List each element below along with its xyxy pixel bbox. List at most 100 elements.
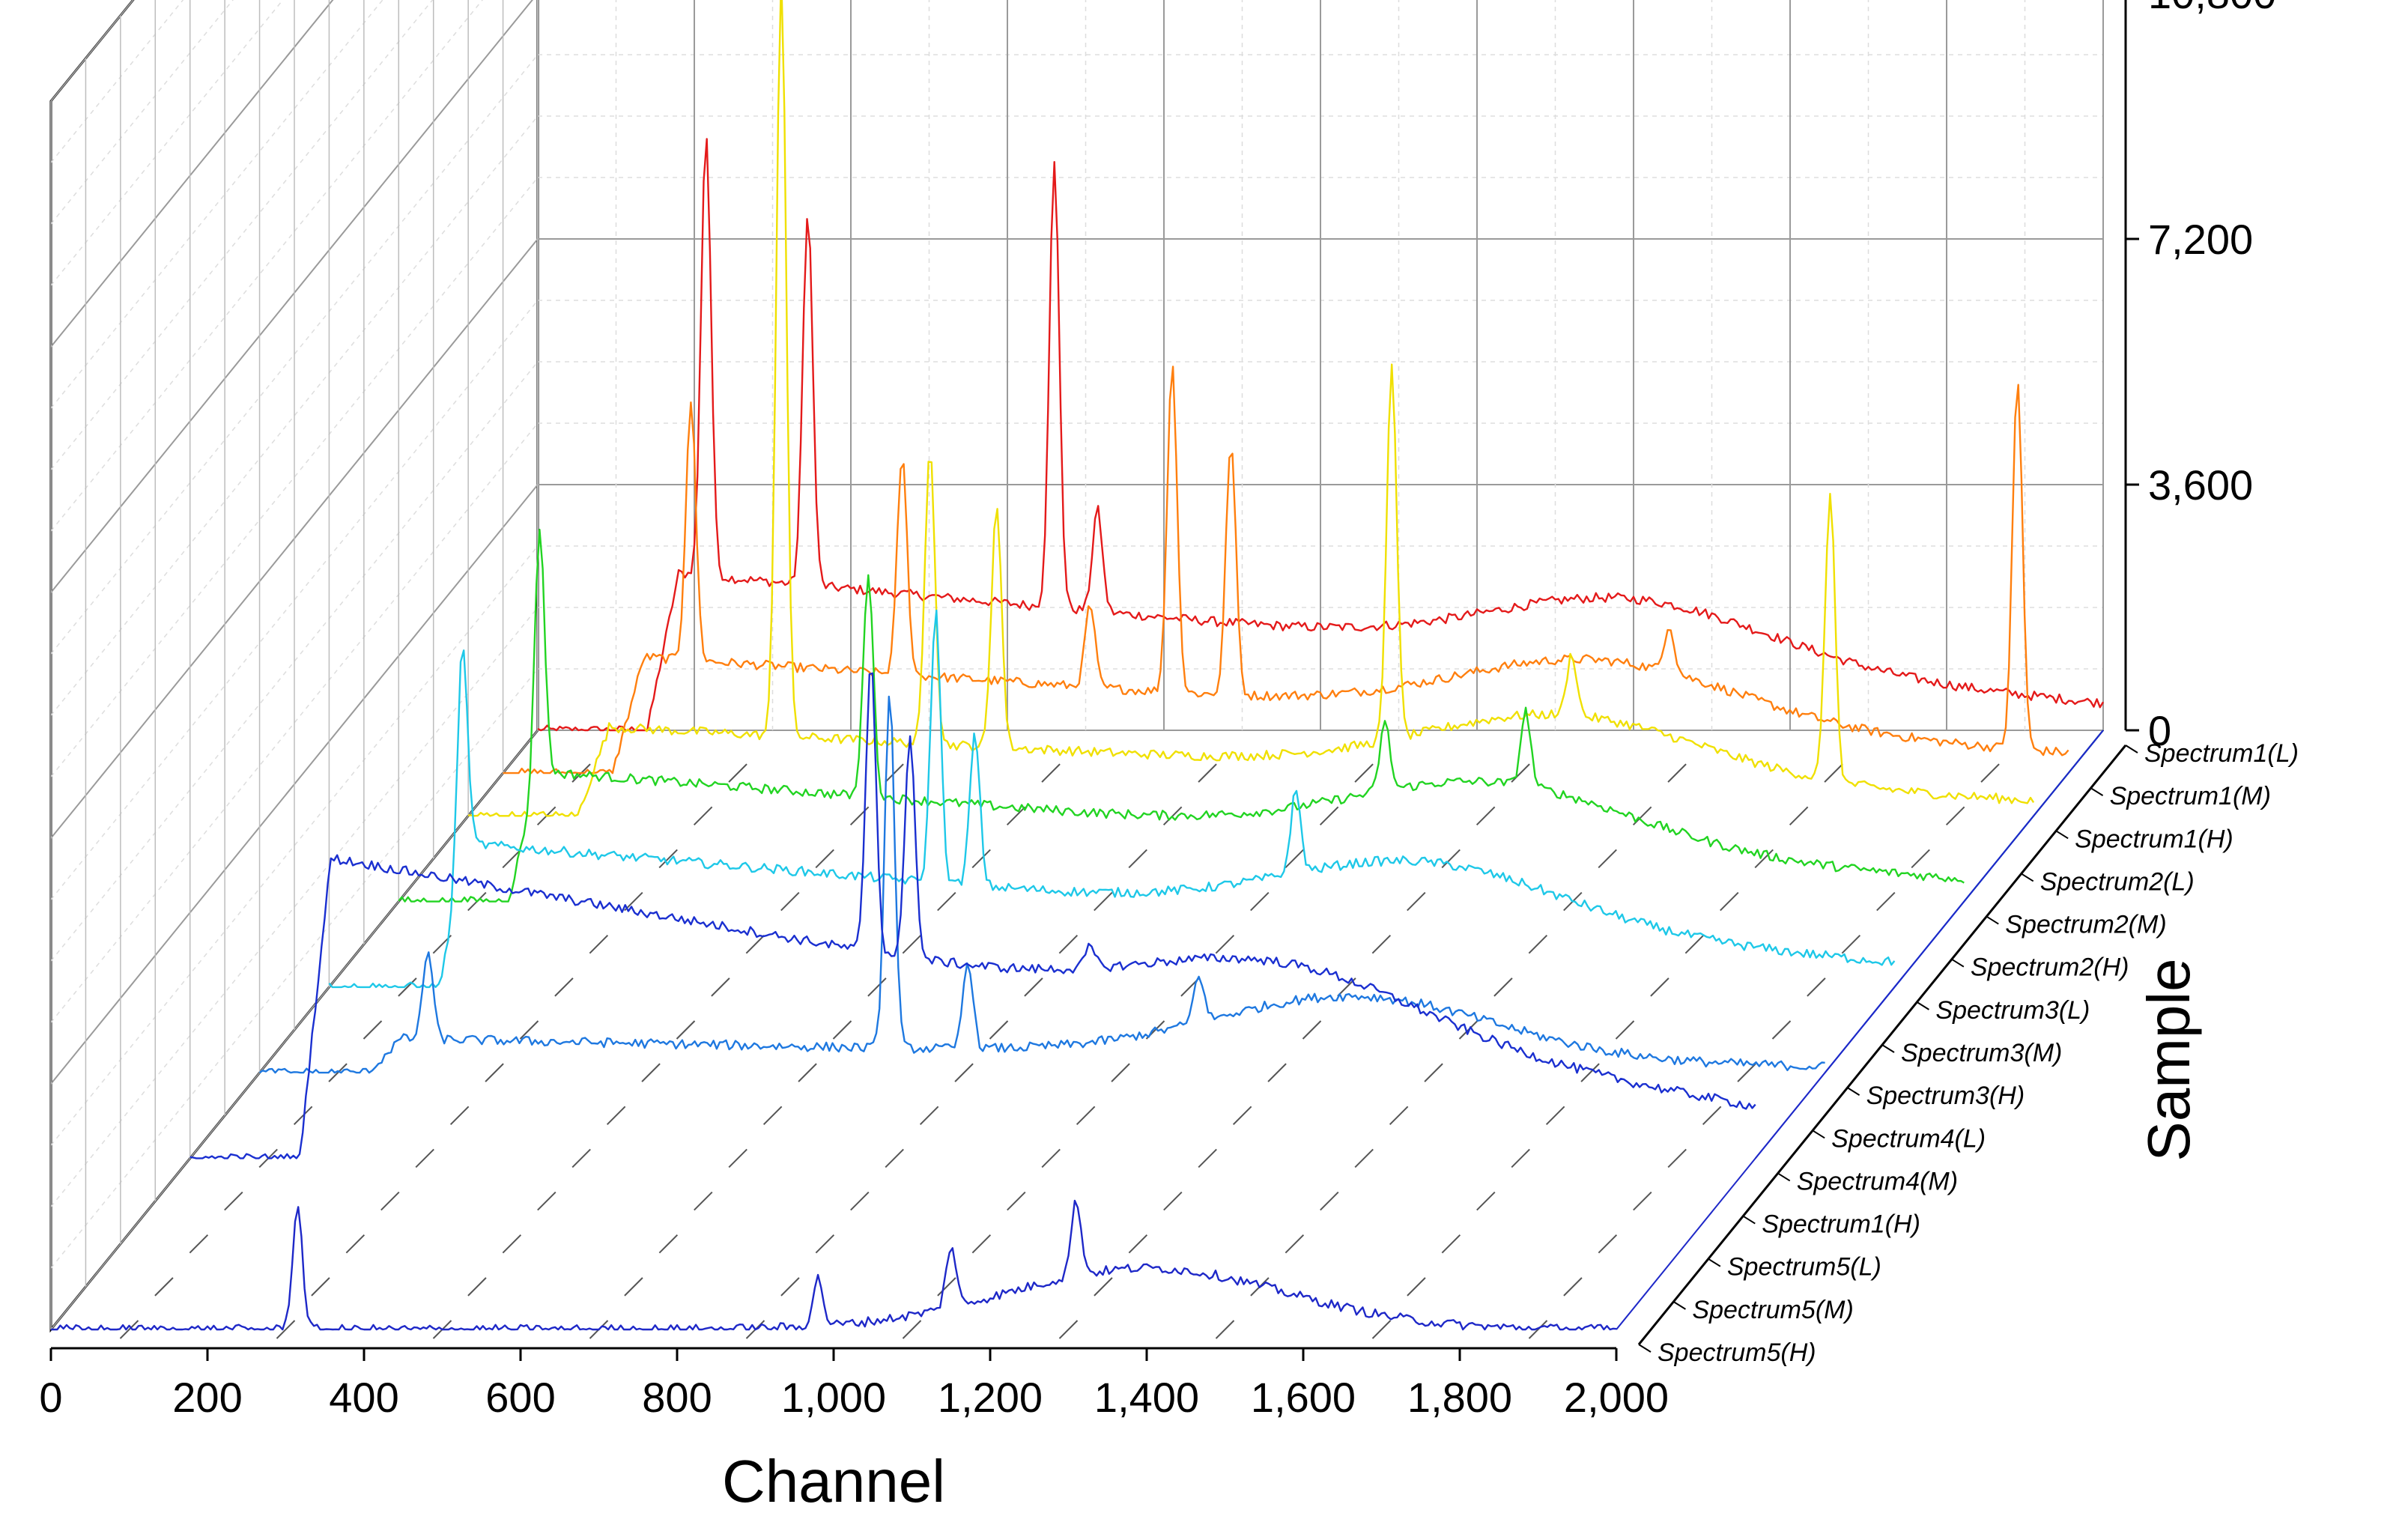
floor-tick xyxy=(745,935,765,954)
floor-tick xyxy=(119,1320,139,1339)
x-tick-label: 1,800 xyxy=(1407,1374,1512,1421)
floor-tick xyxy=(1354,763,1374,783)
chart-grid xyxy=(50,0,2104,1339)
sample-tick-label: Spectrum3(M) xyxy=(1901,1039,2062,1067)
spectrum-line-6 xyxy=(189,672,1756,1159)
floor-tick xyxy=(1615,1020,1635,1040)
floor-tick xyxy=(1320,1191,1339,1211)
z-tick-label: 3,600 xyxy=(2148,461,2253,509)
floor-tick xyxy=(711,977,730,997)
floor-tick xyxy=(989,1020,1009,1040)
x-axis-title: Channel xyxy=(722,1448,945,1515)
floor-tick xyxy=(937,1277,956,1297)
floor-tick xyxy=(850,1191,870,1211)
floor-tick xyxy=(1824,763,1843,783)
floor-tick xyxy=(832,1020,852,1040)
floor-tick xyxy=(467,1277,487,1297)
sample-tick xyxy=(1672,1301,1686,1310)
sample-tick-label: Spectrum2(M) xyxy=(2005,911,2166,939)
chart-axes xyxy=(49,0,2139,1361)
floor-tick xyxy=(728,763,747,783)
floor-tick xyxy=(1476,1191,1496,1211)
sample-tick xyxy=(1881,1044,1895,1053)
grid-line xyxy=(50,422,539,1023)
x-tick-label: 800 xyxy=(642,1374,712,1421)
floor-tick xyxy=(658,849,678,869)
floor-tick xyxy=(1511,763,1530,783)
floor-tick xyxy=(1007,1191,1026,1211)
floor-tick xyxy=(1285,1234,1305,1254)
floor-tick xyxy=(1302,1020,1322,1040)
floor-tick xyxy=(971,1234,992,1254)
floor-tick xyxy=(954,1063,974,1082)
sample-tick-label: Spectrum2(L) xyxy=(2040,867,2195,896)
floor-tick xyxy=(1250,891,1270,912)
floor-tick xyxy=(1041,763,1061,783)
x-tick-label: 600 xyxy=(485,1374,555,1421)
x-tick-label: 1,200 xyxy=(938,1374,1043,1421)
x-tick-label: 400 xyxy=(329,1374,398,1421)
floor-tick xyxy=(449,1106,470,1125)
grid-line xyxy=(50,54,539,655)
floor-tick xyxy=(780,891,800,912)
sample-tick xyxy=(1951,958,1965,968)
floor-tick xyxy=(694,1191,713,1211)
x-tick-label: 1,600 xyxy=(1251,1374,1356,1421)
chart-labels: 0 200 400 600 800 1,000 1,200 1,400 1,600 1,800 2,… xyxy=(39,0,2299,1515)
floor-tick xyxy=(624,1277,643,1297)
floor-tick xyxy=(1407,1277,1426,1297)
floor-tick xyxy=(1389,1106,1409,1125)
floor-tick xyxy=(1006,806,1026,825)
floor-tick xyxy=(1354,1148,1374,1168)
floor-tick xyxy=(519,1020,539,1040)
floor-tick xyxy=(1162,806,1183,825)
sample-axis-title: Sample xyxy=(2135,958,2202,1161)
x-tick-label: 200 xyxy=(172,1374,242,1421)
floor-tick xyxy=(937,891,956,912)
spectrum-line-4 xyxy=(328,609,1896,989)
sample-tick-label: Spectrum3(L) xyxy=(1935,996,2090,1025)
floor-tick xyxy=(363,1020,383,1040)
floor-tick xyxy=(502,1234,522,1254)
sample-tick-label: Spectrum5(L) xyxy=(1727,1253,1881,1282)
sample-tick-label: Spectrum1(H) xyxy=(2075,825,2233,853)
sample-tick-label: Spectrum4(M) xyxy=(1797,1167,1958,1195)
sample-tick-label: Spectrum5(M) xyxy=(1692,1296,1853,1324)
floor-tick xyxy=(1371,1320,1392,1339)
floor-tick xyxy=(1267,1063,1287,1082)
chart-walls xyxy=(49,0,2104,1333)
floor-tick xyxy=(1563,1277,1583,1297)
floor-tick xyxy=(1633,1191,1652,1211)
floor-tick xyxy=(1789,806,1809,825)
sample-tick-label: Spectrum1(M) xyxy=(2110,782,2271,810)
x-tick-label: 1,400 xyxy=(1094,1374,1199,1421)
grid-line xyxy=(50,0,234,225)
floor-tick xyxy=(398,977,417,997)
grid-line xyxy=(50,361,539,962)
floor-tick xyxy=(1598,849,1617,869)
x-tick-label: 0 xyxy=(39,1374,62,1421)
sample-tick-label: Spectrum3(H) xyxy=(1866,1082,2025,1110)
grid-line xyxy=(50,668,539,1269)
floor-tick xyxy=(1528,1320,1548,1339)
sample-tick-label: Spectrum4(L) xyxy=(1831,1124,1986,1153)
spectrum-line-5 xyxy=(258,695,1825,1074)
grid-line xyxy=(50,0,383,409)
floor-tick xyxy=(1667,1148,1687,1168)
floor-tick xyxy=(1684,935,1705,954)
floor-tick xyxy=(1702,1106,1722,1125)
floor-tick xyxy=(1528,935,1548,954)
sample-tick xyxy=(1986,915,1999,925)
grid-line xyxy=(50,0,284,286)
floor-tick xyxy=(189,1234,209,1254)
floor-tick xyxy=(1580,1063,1600,1082)
floor-tick xyxy=(971,849,991,869)
floor-tick xyxy=(1493,977,1513,997)
grid-line xyxy=(50,0,134,102)
sample-tick-label: Spectrum1(L) xyxy=(2144,739,2299,768)
floor-tick xyxy=(1163,1191,1183,1211)
floor-tick xyxy=(919,1106,939,1125)
floor-tick xyxy=(1024,977,1043,997)
floor-tick xyxy=(1754,849,1774,869)
